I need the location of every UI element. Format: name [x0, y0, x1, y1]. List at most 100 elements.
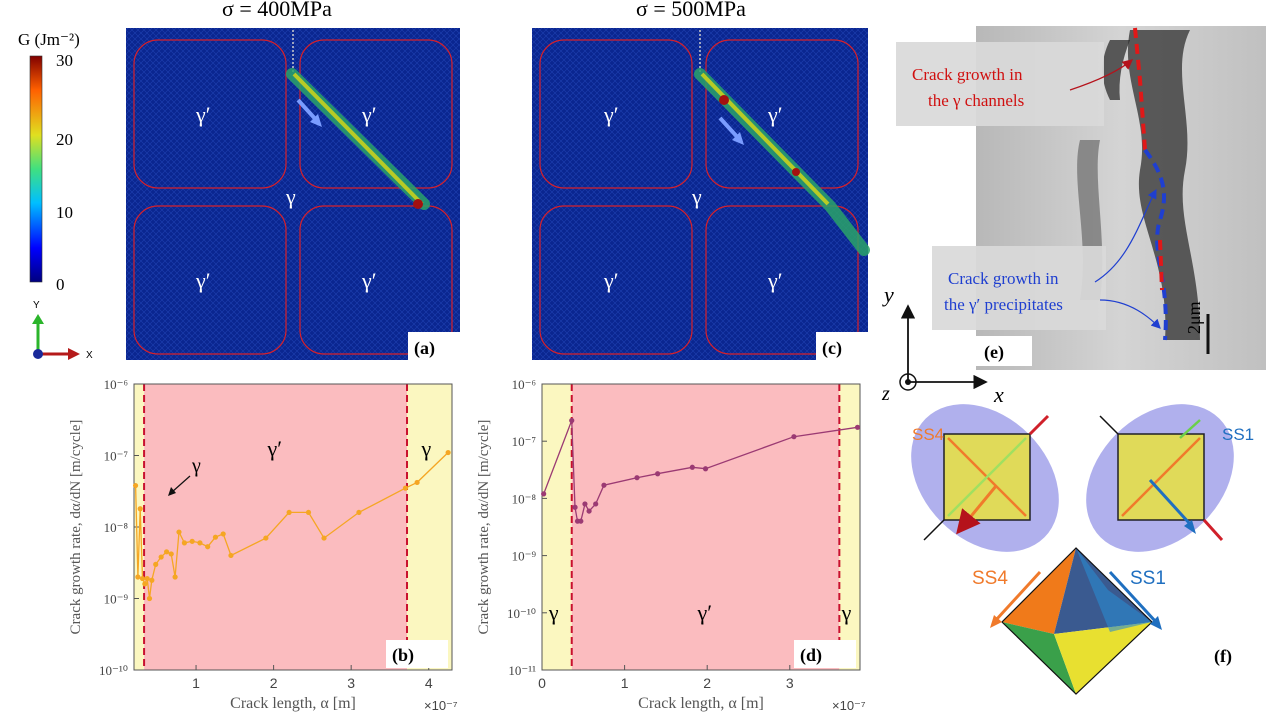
panel-c-phase-1: γ′ [603, 102, 619, 127]
data-point-23 [305, 509, 312, 516]
panel-f-label-ss4-top: SS4 [912, 425, 944, 444]
region-label-2: γ [421, 436, 432, 461]
data-point-25 [356, 509, 362, 516]
panel-c-tag: (c) [822, 338, 842, 359]
data-point-5 [144, 575, 150, 582]
data-point-5 [582, 501, 588, 507]
data-point-26 [402, 485, 409, 491]
region-1 [571, 384, 840, 670]
x-tick-label-1: 1 [621, 675, 629, 691]
data-point-18 [212, 534, 219, 540]
data-point-3 [139, 575, 146, 582]
region-label-2: γ [841, 600, 852, 625]
x-tick-label-1: 2 [270, 675, 278, 691]
panel-a: σ = 400MPa γ′ γ′ γ′ γ′ γ (a) [126, 0, 460, 360]
triad-small-y: Y [33, 300, 40, 311]
y-axis-label: Crack growth rate, dα/dN [m/cycle] [68, 420, 84, 635]
data-point-7 [593, 501, 599, 507]
data-point-10 [163, 549, 170, 555]
data-point-14 [181, 540, 188, 546]
data-point-13 [791, 434, 797, 440]
colorbar-title: G (Jm⁻²) [18, 30, 80, 49]
data-point-13 [176, 529, 182, 535]
panel-f-label-ss4-bottom: SS4 [972, 568, 1008, 589]
y-axis-label: Crack growth rate, dα/dN [m/cycle] [476, 420, 492, 635]
panel-e-note-red-2: the γ channels [928, 91, 1024, 110]
data-point-7 [149, 577, 155, 583]
panel-e-note-blue-1: Crack growth in [948, 269, 1059, 288]
panel-a-phase-2: γ′ [361, 102, 377, 127]
chart-b: γ′ γ 10⁻⁶ 10⁻⁷ 10⁻⁸ 10⁻⁹ 10⁻¹⁰ 1 2 3 4 ×10⁻⁷ Crack l… [68, 377, 458, 713]
x-axis-label: Crack length, α [m] [230, 695, 356, 712]
y-tick-label-4: 10⁻¹⁰ [99, 663, 128, 678]
data-point-1 [135, 574, 141, 580]
x-tick-label-0: 0 [538, 675, 546, 691]
triad-small-x: X [86, 350, 93, 361]
region-label-1: γ′ [267, 436, 283, 461]
panel-f-tag: (f) [1214, 646, 1232, 667]
data-point-11 [168, 551, 174, 557]
panel-e: Crack growth in the γ channels Crack gro… [896, 26, 1266, 370]
axis-triad-small: Y X [32, 300, 93, 361]
y-tick-label-1: 10⁻⁷ [512, 434, 536, 449]
panel-f: SS4 SS1 SS4 SS1 (f) [911, 404, 1254, 695]
data-point-11 [689, 464, 695, 470]
triad-large-z: z [881, 383, 890, 405]
y-tick-label-2: 10⁻⁸ [104, 520, 129, 535]
data-point-17 [205, 544, 211, 550]
panel-c-phase-4: γ′ [767, 268, 783, 293]
y-tick-label-1: 10⁻⁷ [104, 449, 128, 464]
data-point-4 [578, 518, 584, 524]
data-point-8 [153, 561, 159, 567]
triad-large-x: x [993, 382, 1004, 407]
x-axis-label: Crack length, α [m] [638, 695, 764, 712]
panel-a-title: σ = 400MPa [222, 0, 332, 21]
panel-c-matrix: γ [691, 184, 702, 209]
panel-e-note-blue-2: the γ′ precipitates [944, 295, 1063, 314]
data-point-4 [142, 581, 148, 587]
data-point-14 [854, 424, 861, 430]
data-point-28 [445, 449, 451, 456]
y-tick-label-3: 10⁻⁹ [512, 549, 537, 564]
panel-f-label-ss1-bottom: SS1 [1130, 568, 1166, 589]
data-point-0 [132, 482, 139, 489]
chart-tag: (d) [800, 645, 822, 666]
panel-c: σ = 500MPa γ′ γ′ γ′ γ′ γ (c) [532, 0, 870, 360]
panel-a-tag: (a) [414, 338, 435, 359]
data-point-0 [541, 491, 547, 497]
chart-tag: (b) [392, 645, 414, 666]
panel-a-matrix: γ [285, 184, 296, 209]
colorbar-scale [29, 55, 43, 283]
panel-c-title: σ = 500MPa [636, 0, 746, 21]
region-2 [839, 384, 860, 670]
chart-d: γ γ′ γ 10⁻⁶ 10⁻⁷ 10⁻⁸ 10⁻⁹ 10⁻¹⁰ 10⁻¹¹0 1 2 3 ×10⁻⁷ C… [476, 377, 866, 713]
annotation-gamma: γ [191, 455, 201, 477]
region-2 [407, 384, 452, 670]
data-point-22 [286, 509, 292, 516]
panel-c-phase-3: γ′ [603, 268, 619, 293]
x-tick-label-3: 3 [786, 675, 794, 691]
y-tick-label-5: 10⁻¹¹ [508, 663, 536, 678]
colorbar: G (Jm⁻²) 30 20 10 0 [18, 30, 80, 294]
tag-box [386, 640, 448, 668]
annotation-arrowhead [168, 487, 176, 496]
data-point-24 [321, 535, 327, 541]
y-tick-label-3: 10⁻⁹ [104, 592, 129, 607]
data-point-1 [569, 417, 575, 424]
data-point-6 [146, 595, 153, 602]
y-tick-label-4: 10⁻¹⁰ [507, 606, 536, 621]
y-tick-label-0: 10⁻⁶ [104, 377, 128, 392]
annotation-arrow [171, 475, 191, 493]
colorbar-tick-30: 30 [56, 51, 73, 70]
y-tick-label-2: 10⁻⁸ [512, 491, 537, 506]
data-point-12 [702, 466, 709, 472]
data-point-8 [601, 482, 607, 488]
x-tick-label-3: 4 [425, 675, 433, 691]
x-tick-label-2: 2 [703, 675, 711, 691]
panel-e-scale-bar: 2μm [1184, 301, 1204, 334]
x-tick-label-0: 1 [192, 675, 200, 691]
panel-a-phase-1: γ′ [195, 102, 211, 127]
data-point-9 [158, 554, 164, 560]
data-point-20 [228, 552, 234, 559]
